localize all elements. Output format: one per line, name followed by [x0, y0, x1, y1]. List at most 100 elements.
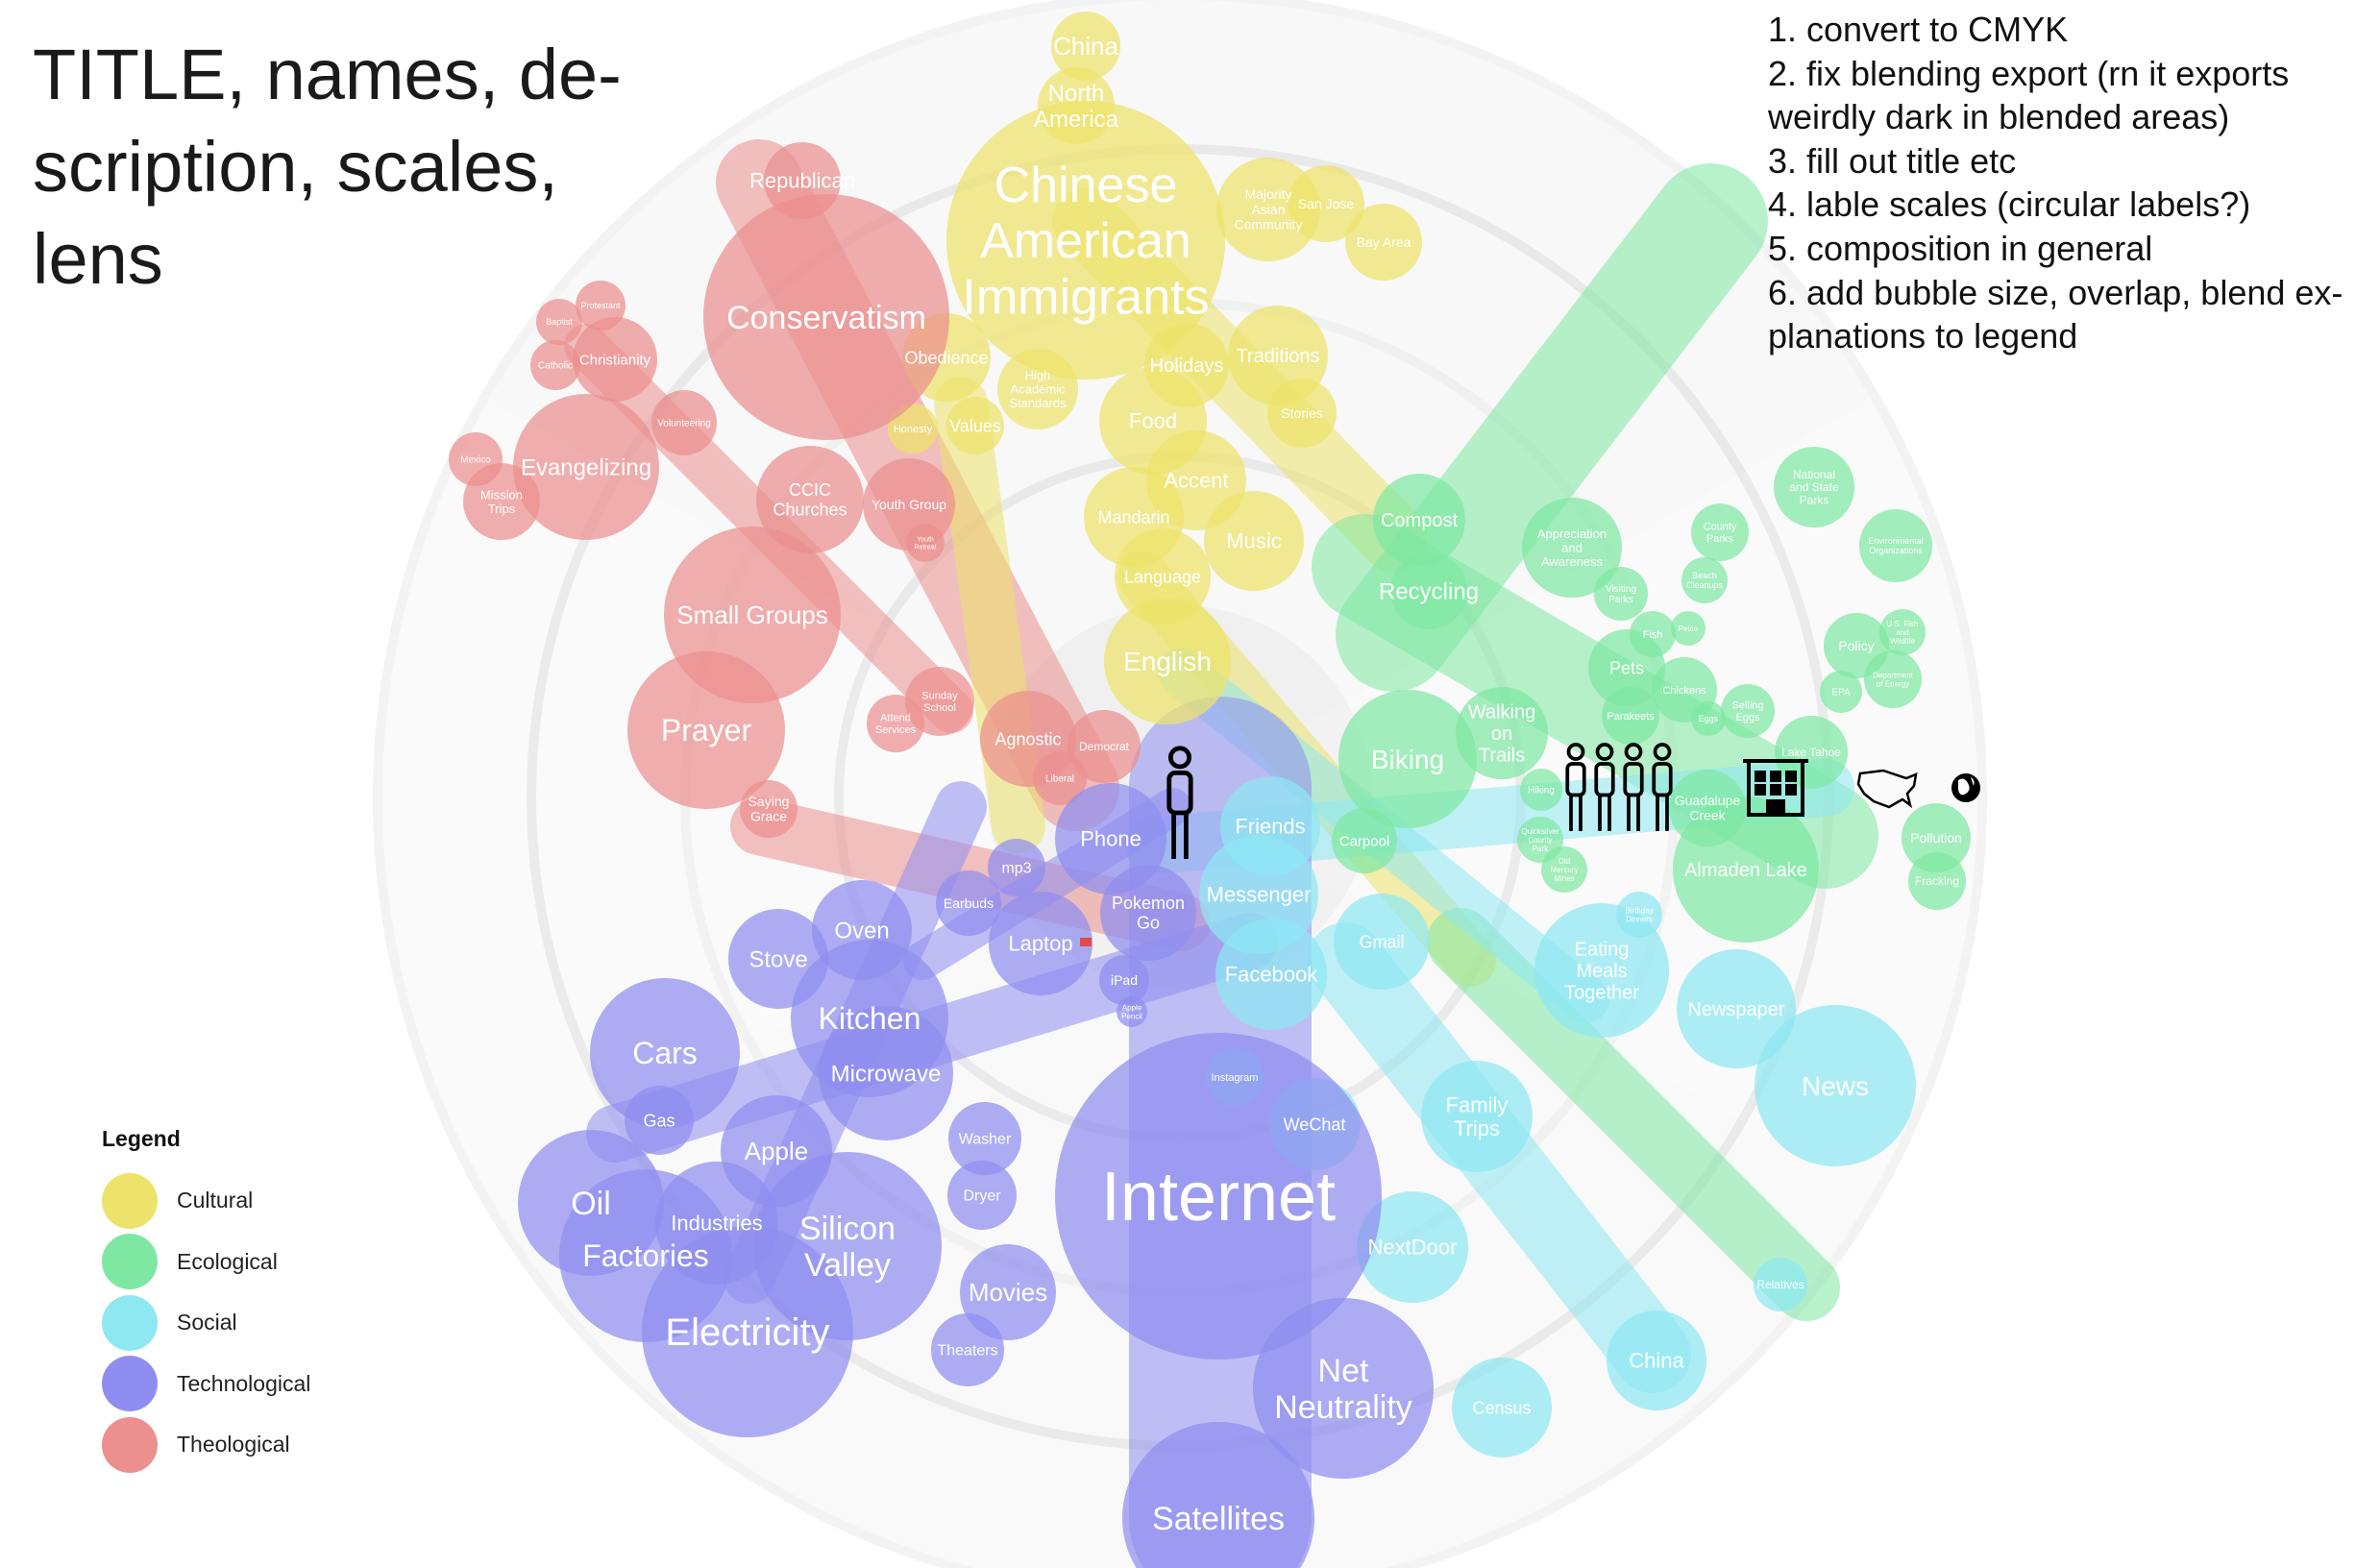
- node-label: Attend Services: [875, 713, 917, 736]
- building-icon: [1743, 759, 1808, 817]
- node-label: WeChat: [1284, 1115, 1346, 1134]
- node-label: U.S. Fish and Wildlife: [1887, 620, 1919, 646]
- node-label: National and State Parks: [1789, 468, 1839, 507]
- node-label: Biking: [1371, 745, 1444, 774]
- bubble-hiking: [1520, 769, 1562, 811]
- node-label: Volunteering: [657, 419, 711, 429]
- node-label: Saying Grace: [749, 794, 790, 824]
- bubble-appreciation-and-awareness: [1522, 498, 1622, 598]
- node-label: Instagram: [1212, 1072, 1259, 1084]
- bubble-gas: [625, 1086, 694, 1155]
- node-label: Fracking: [1915, 874, 1959, 888]
- bubble-prayer: [627, 651, 785, 809]
- title-line: lens: [33, 219, 163, 299]
- bubble-ipad: [1099, 955, 1149, 1005]
- bubble-values: [946, 397, 1004, 454]
- node-label: mp3: [1001, 861, 1031, 877]
- todo-line: weirdly dark in blended areas): [1768, 97, 2230, 137]
- legend-item-theological: Theological: [102, 1414, 409, 1476]
- node-label: Democrat: [1079, 740, 1130, 753]
- node-label: Honesty: [894, 424, 933, 435]
- node-label: China: [1629, 1349, 1684, 1373]
- node-label: EPA: [1831, 688, 1851, 698]
- node-label: Policy: [1838, 638, 1874, 653]
- bubble-theaters: [931, 1313, 1004, 1386]
- node-label: Movies: [969, 1278, 1047, 1307]
- bubble-eating-meals-together: [1534, 903, 1669, 1038]
- node-label: Family Trips: [1446, 1092, 1509, 1140]
- bubble-internet: [1055, 1033, 1382, 1360]
- bubble-fracking: [1908, 852, 1966, 910]
- bubble-department-of-energy: [1864, 650, 1922, 708]
- node-label: Prayer: [661, 713, 752, 747]
- node-label: Environmental Organizations: [1868, 536, 1924, 555]
- bubble-language: [1115, 528, 1211, 625]
- bubble-relatives: [1754, 1258, 1807, 1311]
- bubble-net-neutrality: [1253, 1298, 1434, 1479]
- bubble-gmail: [1334, 894, 1430, 990]
- node-label: Phone: [1080, 827, 1141, 851]
- node-label: Evangelizing: [521, 454, 651, 480]
- node-label: Messenger: [1207, 883, 1312, 907]
- node-label: Liberal: [1045, 774, 1074, 785]
- node-label: Apple Pencil: [1121, 1003, 1142, 1020]
- bubble-high-academic-standards: [997, 349, 1078, 429]
- node-label: Gmail: [1359, 932, 1404, 951]
- node-label: Youth Retreat: [915, 537, 937, 551]
- node-label: Lake Tahoe: [1781, 746, 1841, 759]
- node-label: Hiking: [1528, 786, 1555, 796]
- todo-line: planations to legend: [1768, 316, 2078, 356]
- bubble-cars: [590, 978, 740, 1128]
- bubble-stories: [1267, 379, 1337, 448]
- node-label: Birthday Dinners: [1625, 906, 1653, 923]
- node-label: Parakeets: [1607, 711, 1655, 723]
- todo-line: 6. add bubble size, overlap, blend ex-: [1768, 272, 2344, 312]
- bubble-nextdoor: [1357, 1191, 1468, 1303]
- ecological-band: [1427, 908, 1840, 1321]
- legend-item-ecological: Ecological: [102, 1232, 409, 1293]
- bubble-china: [1607, 1311, 1706, 1410]
- bubble-san-jose: [1288, 165, 1364, 242]
- node-label: Stories: [1281, 405, 1323, 421]
- node-label: Microwave: [831, 1061, 942, 1087]
- legend-item-technological: Technological: [102, 1354, 409, 1415]
- bubble-parakeets: [1602, 687, 1659, 745]
- bubble-pollution: [1902, 803, 1971, 872]
- node-label: Visiting Parks: [1606, 584, 1636, 605]
- title-line: scription, scales,: [33, 127, 558, 207]
- bubble-environmental-organizations: [1859, 509, 1932, 582]
- node-label: Industries: [671, 1212, 762, 1236]
- bubble-almaden-lake: [1673, 796, 1819, 943]
- bubble-liberal: [1033, 751, 1087, 805]
- family-icon: [1565, 743, 1673, 831]
- node-label: Old Mercury Mines: [1551, 857, 1579, 883]
- node-label: Eating Meals Together: [1564, 940, 1639, 1004]
- bubble-petco: [1671, 611, 1706, 646]
- node-label: Factories: [582, 1238, 709, 1273]
- label-layer: China North America Chinese American Immigran…: [460, 32, 1962, 1537]
- bubble-baptist: [536, 299, 582, 345]
- node-label: Agnostic: [994, 729, 1061, 748]
- node-label: Oil: [571, 1186, 611, 1222]
- bubble-satellites: [1122, 1422, 1314, 1568]
- todo-line: 2. fix blending export (rn it exports: [1768, 53, 2290, 93]
- bubble-census: [1452, 1358, 1552, 1458]
- us-map-icon: [1856, 769, 1918, 809]
- node-label: CCIC Churches: [773, 480, 847, 519]
- bubble-movies: [960, 1244, 1056, 1340]
- node-label: Internet: [1101, 1159, 1336, 1236]
- node-label: Census: [1472, 1398, 1531, 1417]
- node-label: NextDoor: [1368, 1236, 1458, 1260]
- node-label: Selling Eggs: [1731, 700, 1763, 723]
- bubble-recycling: [1390, 552, 1467, 629]
- bubble-conservatism: [703, 194, 949, 440]
- node-label: Conservatism: [726, 300, 926, 336]
- legend-swatch: [102, 1416, 158, 1473]
- bubble-beach-cleanups: [1681, 557, 1728, 603]
- node-label: Recycling: [1379, 578, 1479, 604]
- legend-label: Cultural: [177, 1188, 254, 1213]
- bubble-eggs: [1691, 701, 1726, 736]
- bubble-carpool: [1332, 808, 1397, 873]
- node-label: Obedience: [904, 348, 988, 367]
- node-label: Music: [1226, 529, 1281, 553]
